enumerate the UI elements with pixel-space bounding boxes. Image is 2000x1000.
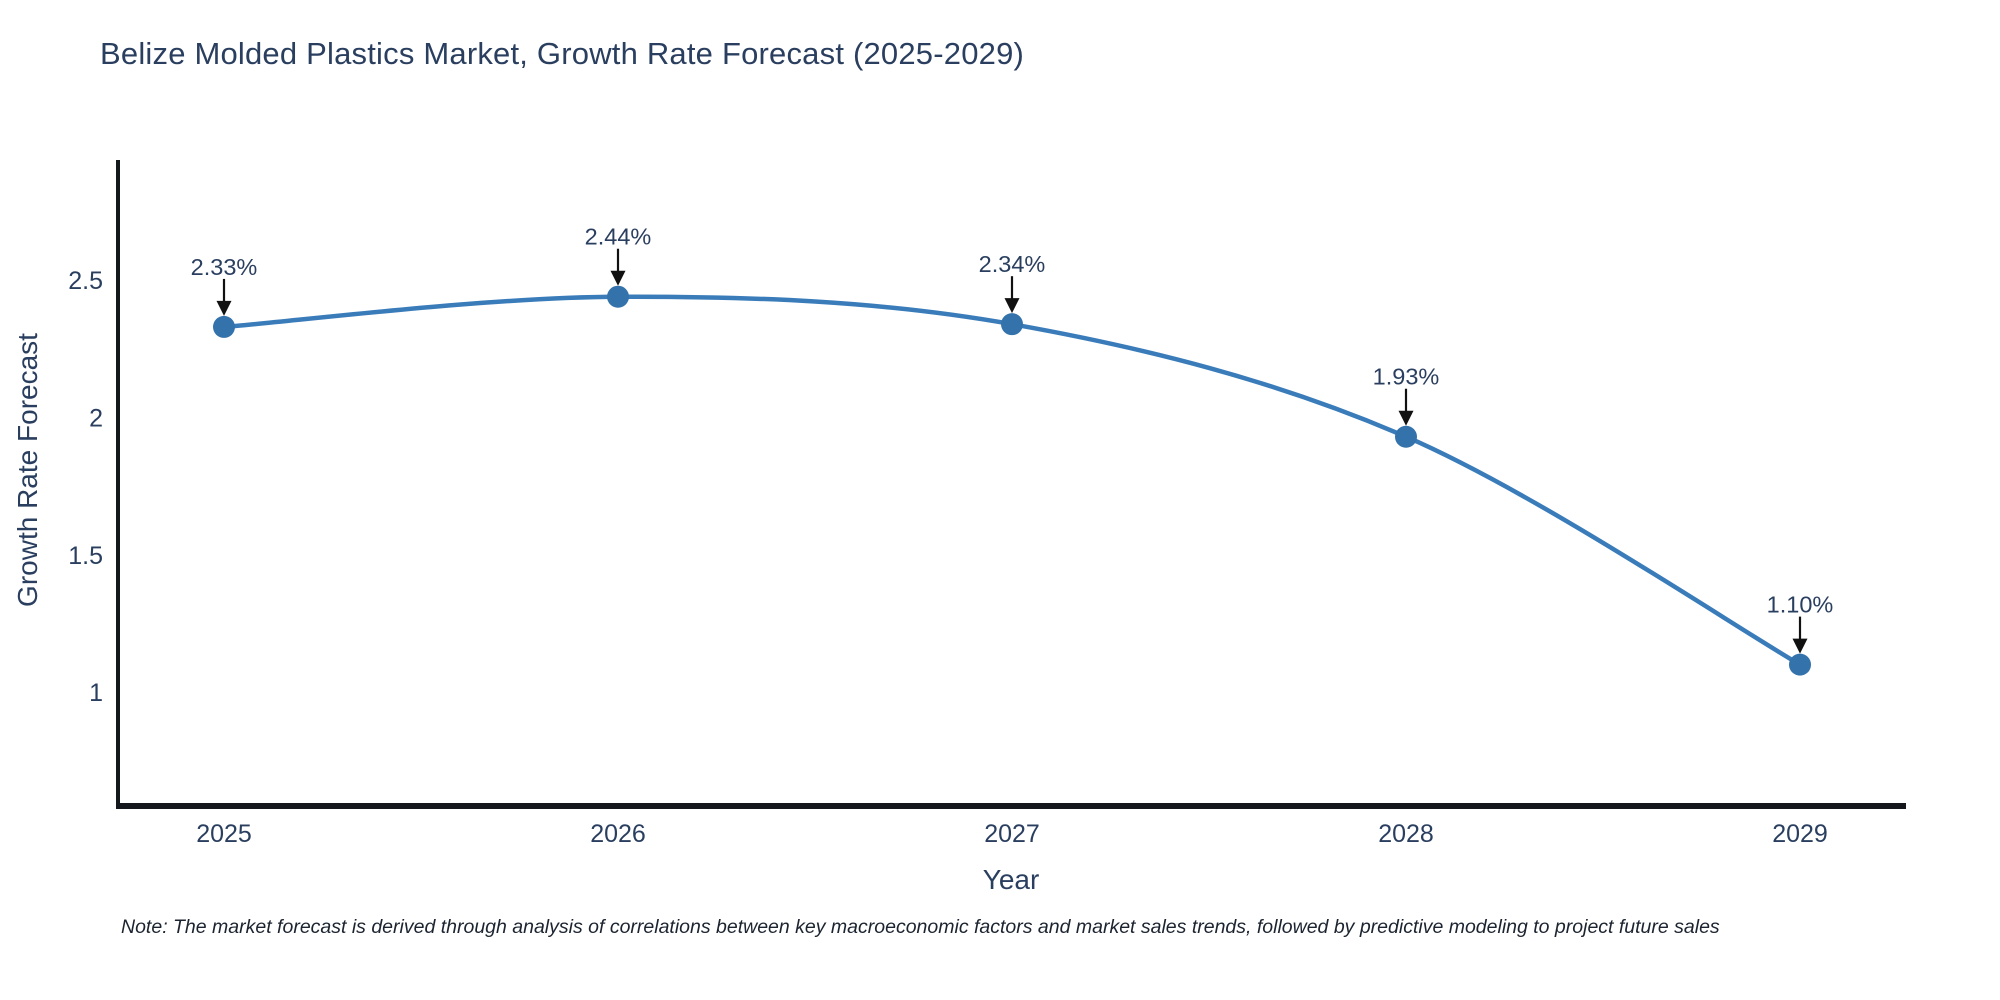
annotation-label-2026: 2.44% xyxy=(585,224,652,250)
y-tick-label-1: 1 xyxy=(89,679,103,707)
annotation-label-2028: 1.93% xyxy=(1373,364,1440,390)
x-tick-label-2027: 2027 xyxy=(984,820,1040,848)
x-axis-title: Year xyxy=(982,864,1040,895)
annotation-arrow-head-2027 xyxy=(1004,298,1020,314)
annotation-label-2027: 2.34% xyxy=(979,251,1046,277)
x-tick-label-2028: 2028 xyxy=(1378,820,1434,848)
annotation-arrow-head-2025 xyxy=(216,300,232,316)
x-tick-label-2026: 2026 xyxy=(590,820,646,848)
annotation-arrow-head-2029 xyxy=(1792,638,1808,654)
x-tick-label-2025: 2025 xyxy=(196,820,252,848)
annotation-label-2029: 1.10% xyxy=(1767,592,1834,618)
y-tick-label-2: 2 xyxy=(89,405,103,433)
y-tick-label-2.5: 2.5 xyxy=(68,267,103,295)
chart-title: Belize Molded Plastics Market, Growth Ra… xyxy=(100,36,1025,71)
x-tick-label-2029: 2029 xyxy=(1772,820,1828,848)
forecast-line xyxy=(221,294,1803,667)
data-point-2026[interactable] xyxy=(607,285,629,308)
data-point-2028[interactable] xyxy=(1395,425,1417,448)
data-point-2025[interactable] xyxy=(213,315,235,338)
annotation-label-2025: 2.33% xyxy=(191,254,258,280)
data-point-2027[interactable] xyxy=(1001,313,1023,336)
annotation-arrow-head-2028 xyxy=(1398,410,1414,426)
y-tick-label-1.5: 1.5 xyxy=(68,542,103,570)
data-point-2029[interactable] xyxy=(1789,653,1811,676)
footnote: Note: The market forecast is derived thr… xyxy=(121,916,1720,938)
annotation-arrow-head-2026 xyxy=(610,270,626,286)
